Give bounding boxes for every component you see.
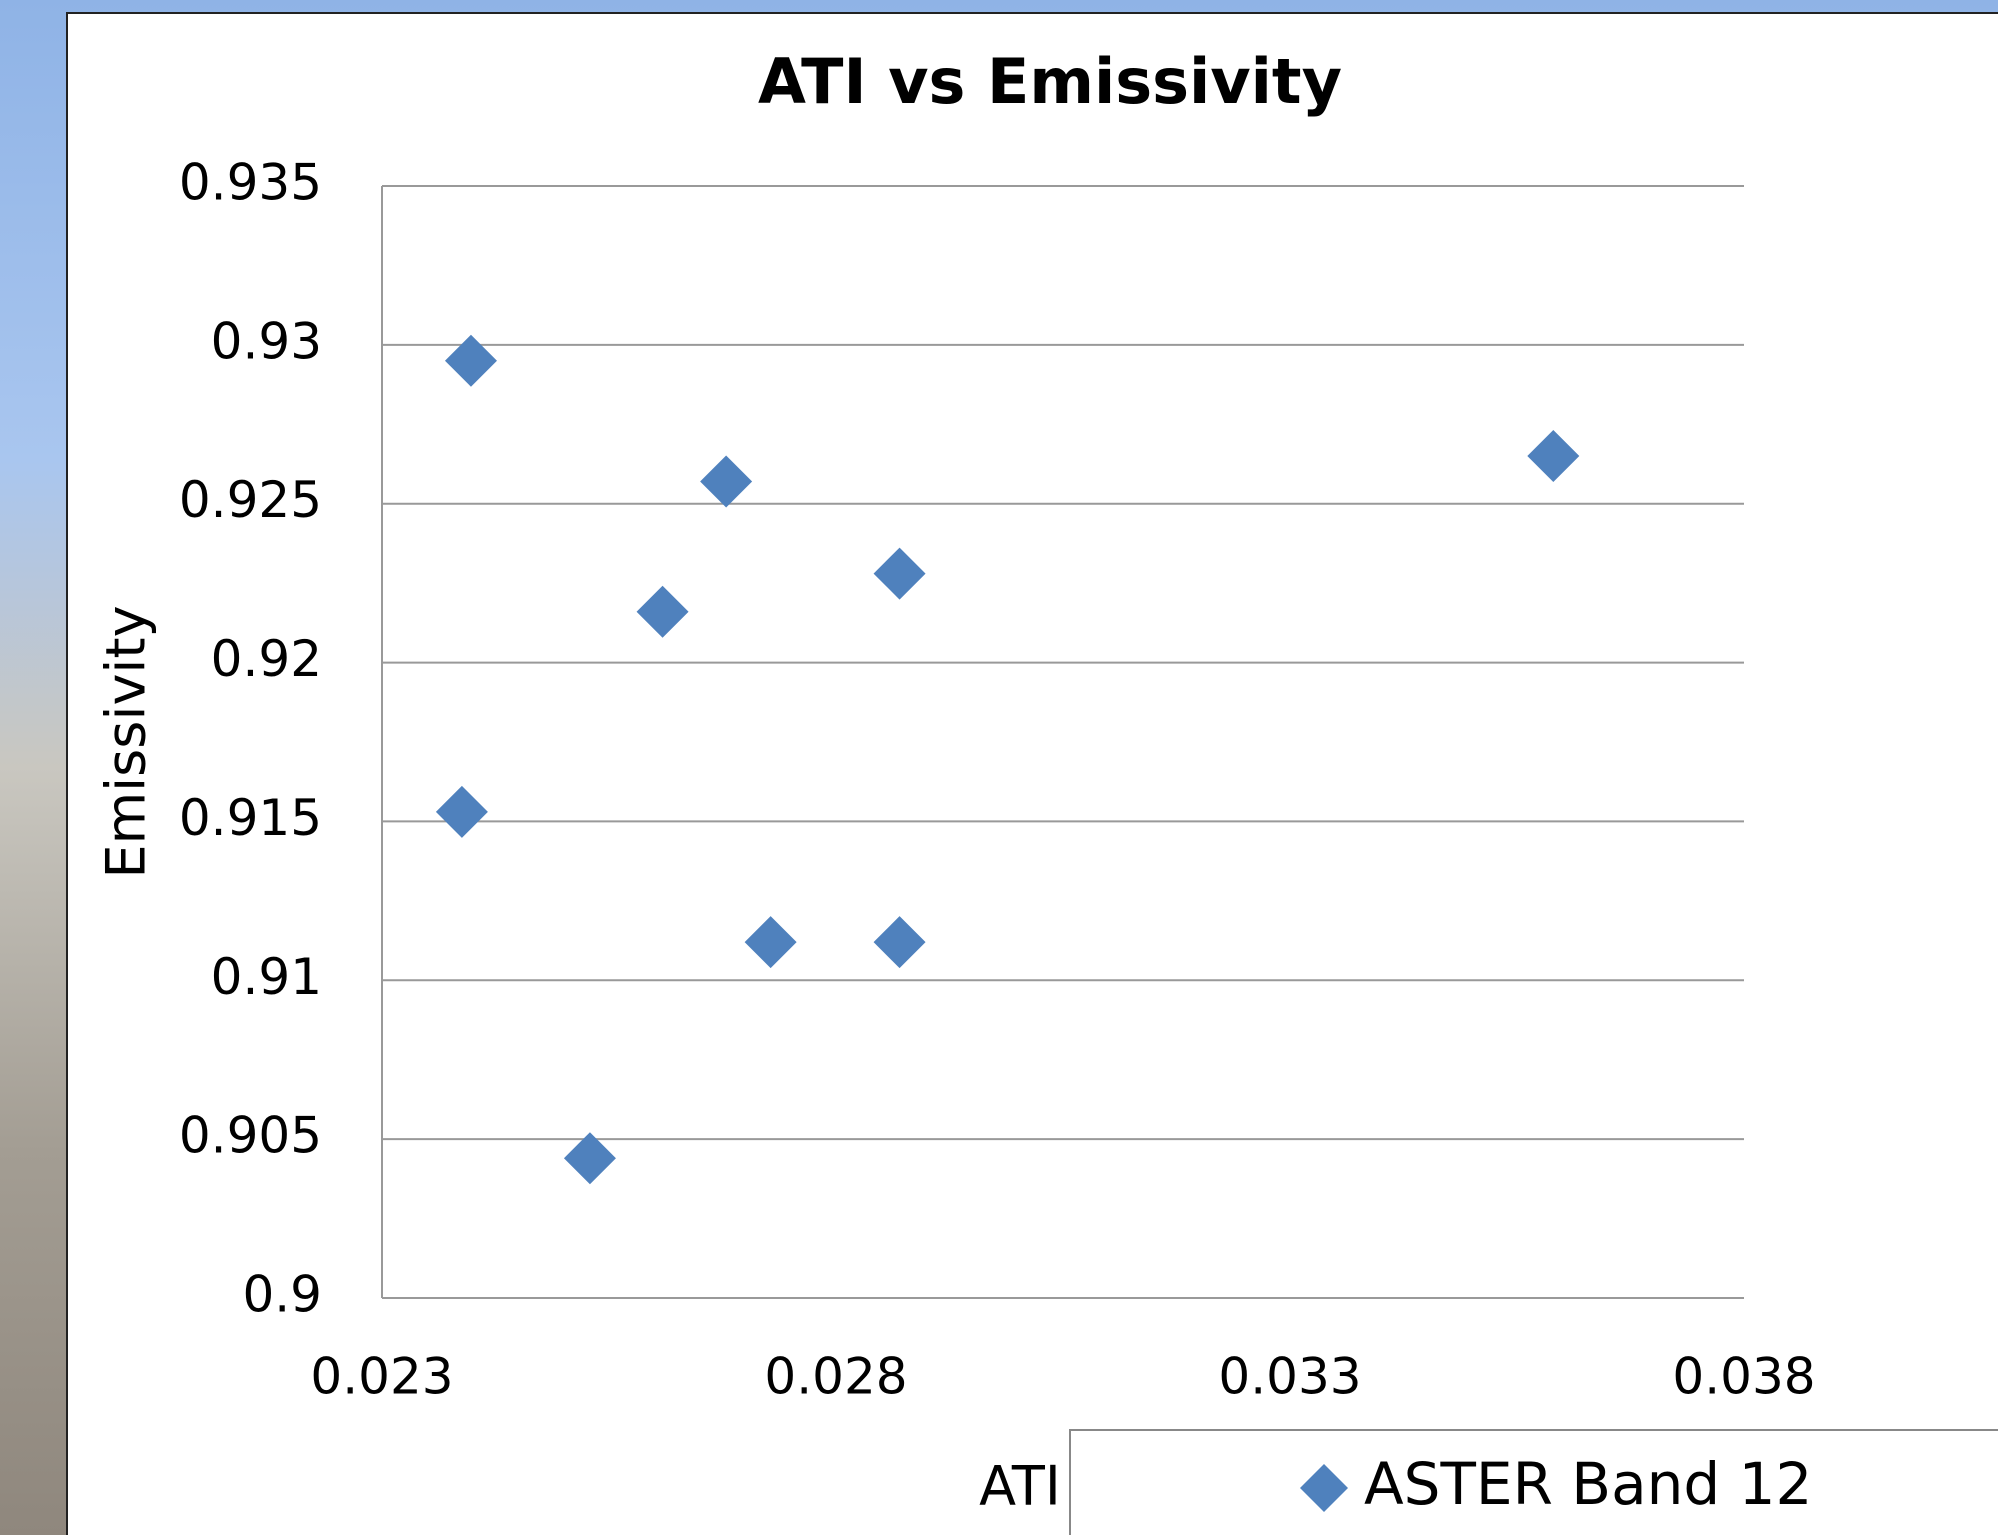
- data-point: [563, 1132, 616, 1185]
- y-tick-label: 0.905: [179, 1107, 322, 1165]
- y-tick-label: 0.92: [211, 630, 322, 688]
- data-point: [744, 916, 797, 969]
- y-tick-label: 0.9: [242, 1266, 322, 1324]
- data-point: [636, 585, 689, 638]
- data-point: [873, 547, 926, 600]
- y-tick-label: 0.925: [179, 471, 322, 529]
- x-tick-label: 0.038: [1672, 1348, 1815, 1406]
- y-tick-label: 0.91: [211, 948, 322, 1006]
- x-tick-label: 0.028: [764, 1348, 907, 1406]
- legend-marker: [1300, 1464, 1348, 1512]
- data-point: [435, 785, 488, 838]
- data-point: [700, 455, 753, 508]
- data-point: [1527, 430, 1580, 483]
- y-tick-label: 0.935: [179, 154, 322, 212]
- data-point: [873, 916, 926, 969]
- legend-label: ASTER Band 12: [1364, 1450, 1812, 1518]
- legend-box: [1069, 1429, 1998, 1535]
- y-tick-label: 0.915: [179, 789, 322, 847]
- x-tick-label: 0.023: [310, 1348, 453, 1406]
- x-axis-title: ATI: [979, 1455, 1061, 1518]
- y-axis-title: Emissivity: [95, 605, 158, 878]
- y-tick-label: 0.93: [211, 312, 322, 370]
- data-point: [444, 334, 497, 387]
- x-tick-label: 0.033: [1218, 1348, 1361, 1406]
- chart-title: ATI vs Emissivity: [758, 45, 1342, 118]
- chart-panel: [66, 12, 1998, 1535]
